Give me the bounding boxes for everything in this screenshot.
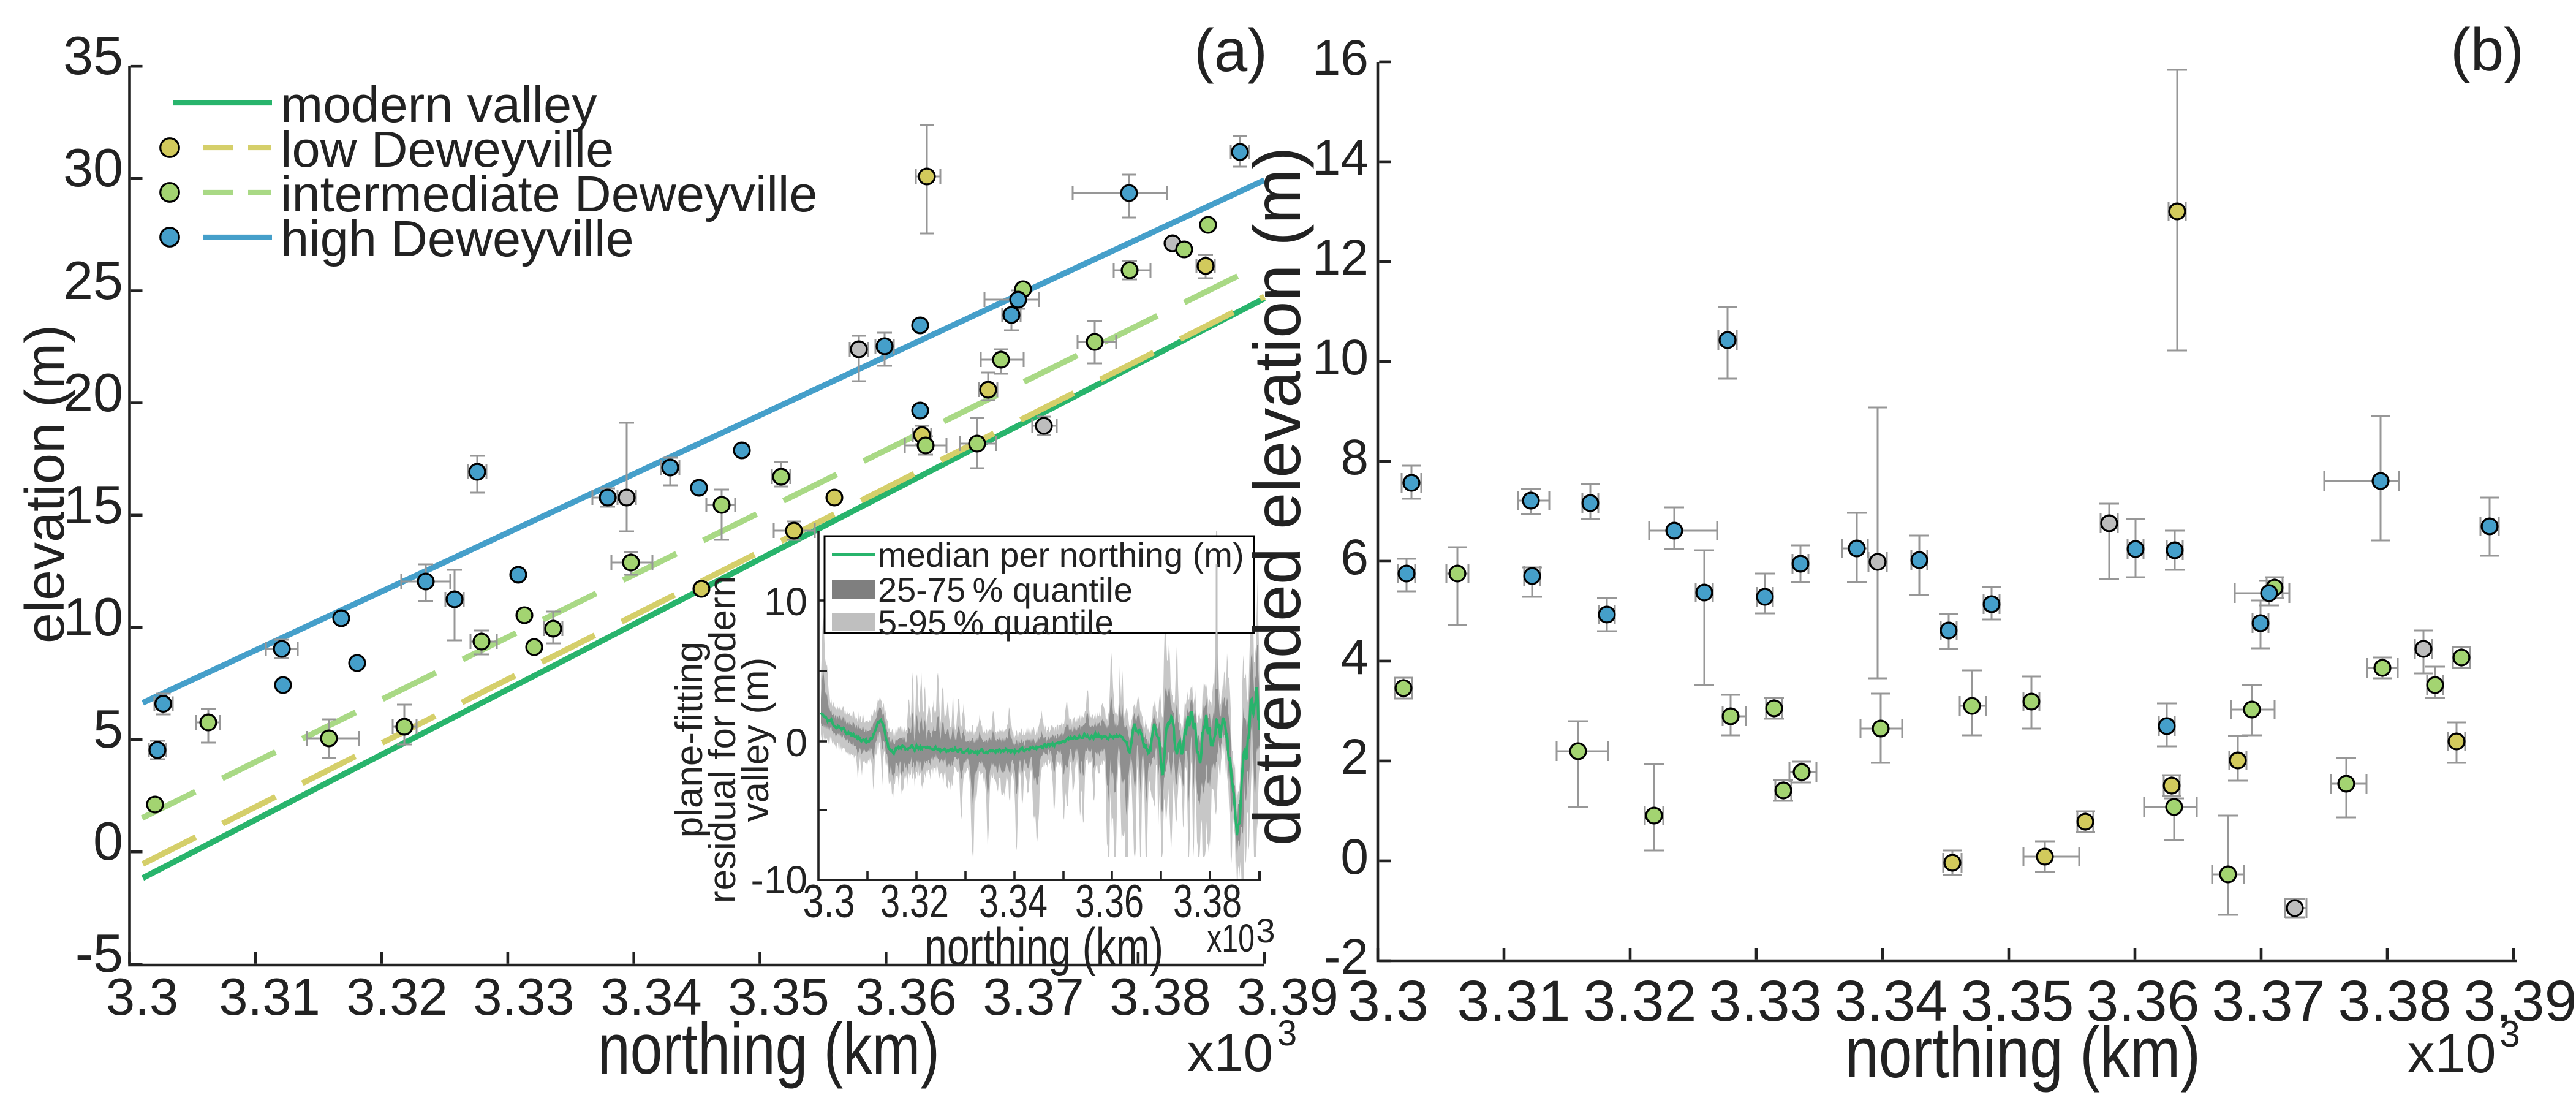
svg-text:0: 0 [93, 811, 123, 871]
svg-text:10: 10 [63, 586, 123, 647]
svg-text:-2: -2 [1324, 929, 1369, 985]
svg-text:10: 10 [764, 580, 807, 624]
svg-text:residual for modern: residual for modern [701, 576, 744, 903]
svg-text:x10: x10 [2407, 1023, 2496, 1085]
svg-text:3.38: 3.38 [1173, 876, 1242, 928]
svg-text:intermediate Deweyville: intermediate Deweyville [281, 165, 818, 222]
svg-text:10: 10 [1313, 330, 1369, 385]
svg-text:3.34: 3.34 [979, 876, 1048, 928]
svg-text:3.38: 3.38 [2338, 969, 2452, 1034]
svg-text:modern valley: modern valley [281, 76, 597, 133]
svg-text:3.3: 3.3 [803, 876, 855, 928]
svg-text:(a): (a) [1194, 17, 1267, 84]
svg-text:detrended elevation (m): detrended elevation (m) [1240, 147, 1314, 846]
svg-text:35: 35 [63, 25, 123, 86]
svg-text:-5: -5 [75, 923, 123, 983]
svg-text:x10: x10 [1207, 916, 1255, 960]
svg-text:3.35: 3.35 [728, 968, 829, 1026]
svg-text:3: 3 [1256, 911, 1275, 950]
svg-text:3.36: 3.36 [855, 968, 956, 1026]
svg-text:25: 25 [63, 250, 123, 311]
svg-text:3.33: 3.33 [1709, 969, 1822, 1034]
svg-text:3.39: 3.39 [1237, 968, 1338, 1026]
svg-text:3.38: 3.38 [1109, 968, 1211, 1026]
svg-text:3.32: 3.32 [880, 876, 949, 928]
svg-text:low Deweyville: low Deweyville [281, 121, 614, 178]
svg-text:(b): (b) [2450, 16, 2524, 83]
svg-text:3.33: 3.33 [473, 968, 574, 1026]
svg-text:4: 4 [1340, 629, 1369, 685]
svg-text:3.36: 3.36 [1075, 876, 1144, 928]
svg-text:3.31: 3.31 [1457, 969, 1571, 1034]
svg-text:3.3: 3.3 [1348, 969, 1429, 1034]
svg-text:3.34: 3.34 [1835, 969, 1948, 1034]
svg-text:8: 8 [1340, 430, 1369, 485]
svg-text:3.3: 3.3 [106, 968, 178, 1026]
svg-text:5: 5 [93, 699, 123, 759]
svg-text:3.37: 3.37 [983, 968, 1084, 1026]
svg-text:northing (km): northing (km) [1845, 1012, 2200, 1093]
svg-text:12: 12 [1313, 230, 1369, 286]
svg-text:3.32: 3.32 [1584, 969, 1697, 1034]
svg-text:-10: -10 [751, 858, 808, 902]
svg-text:median per northing (m): median per northing (m) [878, 536, 1244, 574]
svg-text:20: 20 [63, 362, 123, 423]
svg-text:3.39: 3.39 [2464, 969, 2576, 1034]
svg-text:3.32: 3.32 [346, 968, 447, 1026]
svg-text:high Deweyville: high Deweyville [281, 210, 634, 267]
svg-text:valley (m): valley (m) [735, 657, 777, 822]
svg-text:3.36: 3.36 [2087, 969, 2200, 1034]
svg-text:3: 3 [2499, 1013, 2520, 1055]
svg-text:northing (km): northing (km) [924, 918, 1163, 977]
svg-text:0: 0 [785, 721, 807, 765]
svg-text:25-75 % quantile: 25-75 % quantile [878, 570, 1133, 609]
svg-text:3.31: 3.31 [219, 968, 320, 1026]
svg-text:30: 30 [63, 137, 123, 198]
svg-text:5-95 % quantile: 5-95 % quantile [878, 603, 1114, 642]
svg-text:14: 14 [1313, 130, 1369, 186]
svg-text:3.37: 3.37 [2212, 969, 2325, 1034]
svg-text:3: 3 [1277, 1013, 1297, 1053]
svg-text:elevation (m): elevation (m) [15, 325, 76, 643]
svg-text:x10: x10 [1187, 1023, 1273, 1083]
svg-text:3.35: 3.35 [1961, 969, 2074, 1034]
svg-text:16: 16 [1313, 30, 1369, 86]
svg-text:plane-fitting: plane-fitting [668, 642, 711, 838]
svg-text:6: 6 [1340, 529, 1369, 585]
svg-text:0: 0 [1340, 829, 1369, 885]
svg-text:15: 15 [63, 474, 123, 535]
svg-text:3.34: 3.34 [600, 968, 701, 1026]
svg-text:northing (km): northing (km) [598, 1009, 940, 1089]
svg-text:2: 2 [1340, 729, 1369, 785]
